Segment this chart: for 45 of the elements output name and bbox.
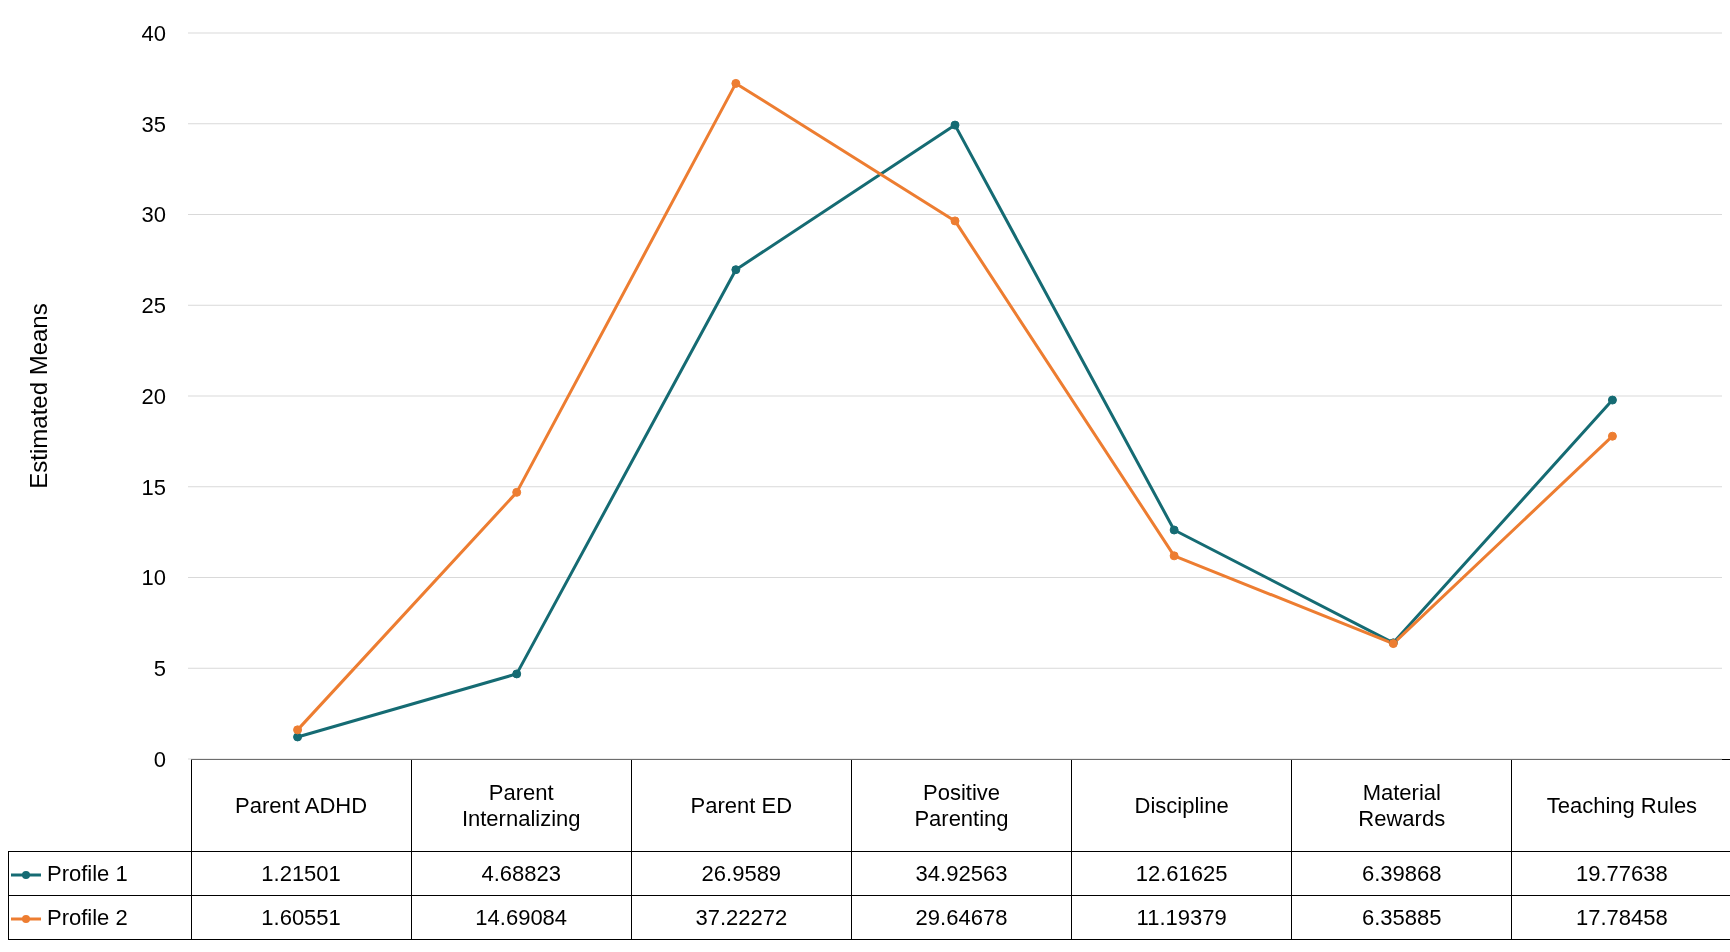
data-label: 12.61625 (1071, 851, 1292, 896)
point (512, 669, 522, 679)
x-tick-label: Material Rewards (1357, 779, 1447, 832)
y-tick-label: 20 (141, 383, 166, 409)
point (731, 265, 741, 275)
data-label: 1.60551 (191, 895, 412, 940)
point (950, 120, 960, 130)
y-axis-title: Estimated Means (24, 303, 52, 489)
y-tick-label: 35 (141, 111, 166, 137)
y-tick-label: 0 (153, 746, 166, 772)
point (512, 487, 522, 497)
point (1169, 551, 1179, 561)
point (1607, 395, 1617, 405)
point (731, 78, 741, 88)
data-label: 6.39868 (1291, 851, 1512, 896)
point (1169, 525, 1179, 535)
y-tick-label: 30 (141, 202, 166, 228)
point (1607, 431, 1617, 441)
x-tick-label: Positive Parenting (913, 779, 1010, 832)
data-label: 34.92563 (851, 851, 1072, 896)
point (293, 732, 303, 742)
y-tick-label: 40 (141, 20, 166, 46)
data-label: 1.21501 (191, 851, 412, 896)
data-label: 29.64678 (851, 895, 1072, 940)
legend-label: Profile 1 (47, 860, 128, 886)
point (950, 216, 960, 226)
data-label: 14.69084 (411, 895, 632, 940)
y-tick-label: 10 (141, 565, 166, 591)
data-label: 19.77638 (1511, 851, 1730, 896)
data-label: 11.19379 (1071, 895, 1292, 940)
y-tick-label: 25 (141, 293, 166, 319)
x-tick-label: Discipline (1133, 792, 1230, 819)
point (293, 725, 303, 735)
legend-label: Profile 2 (47, 904, 128, 930)
data-label: 37.22272 (631, 895, 852, 940)
x-tick-label: Parent ED (689, 792, 794, 819)
data-label: 4.68823 (411, 851, 632, 896)
data-label: 26.9589 (631, 851, 852, 896)
data-label: 6.35885 (1291, 895, 1512, 940)
data-label: 17.78458 (1511, 895, 1730, 940)
y-tick-label: 5 (153, 656, 166, 682)
y-tick-label: 15 (141, 474, 166, 500)
x-tick-label: Parent ADHD (234, 792, 369, 819)
x-tick-label: Parent Internalizing (460, 779, 582, 832)
x-tick-label: Teaching Rules (1545, 792, 1699, 819)
